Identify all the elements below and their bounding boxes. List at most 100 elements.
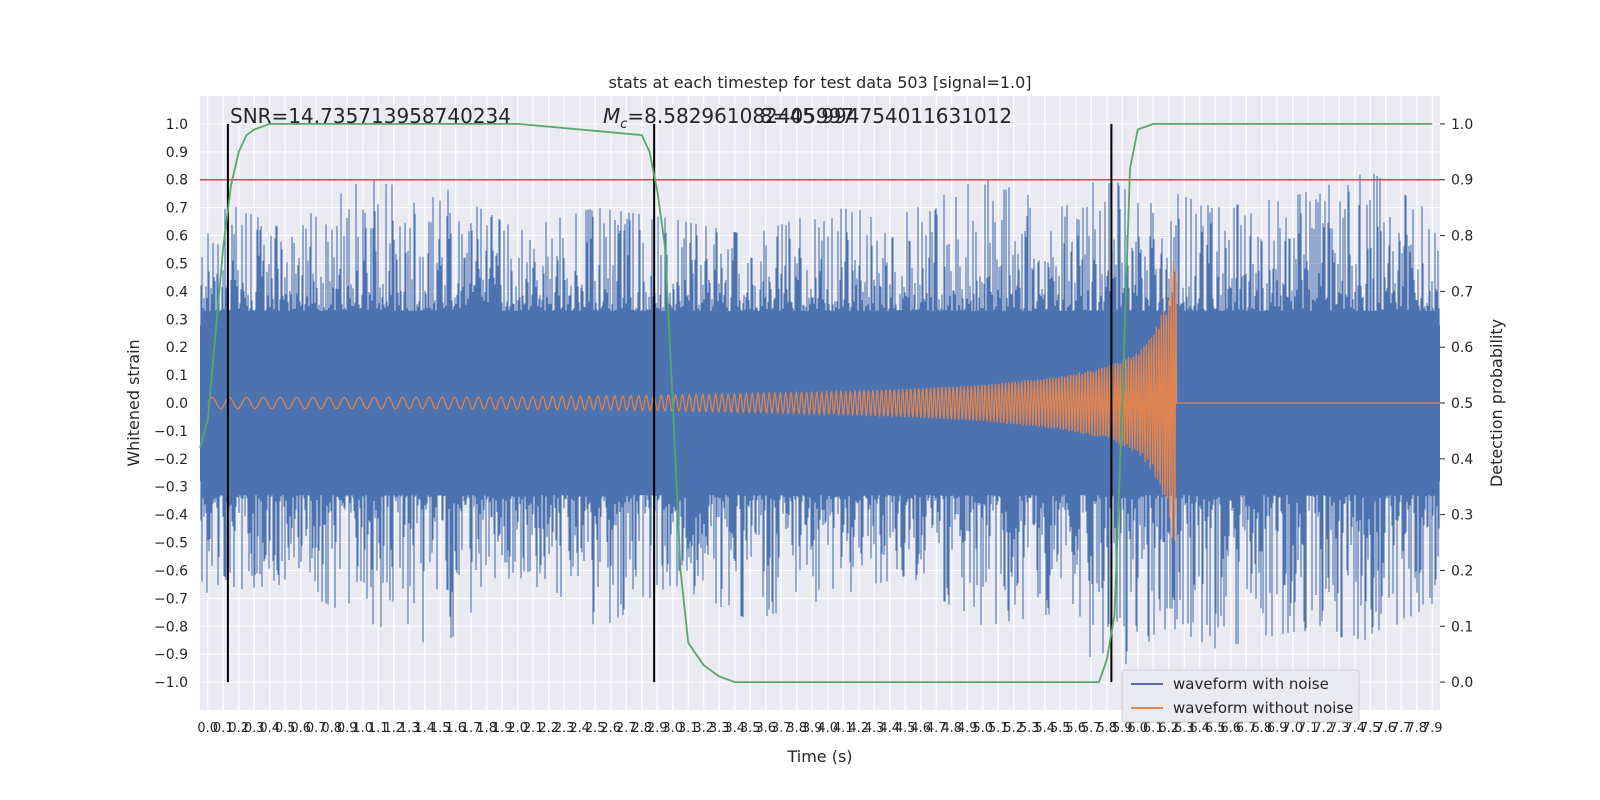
y-tick-label: 0.6	[166, 229, 188, 245]
x-tick-label: 3.6	[755, 721, 776, 736]
x-tick-label: 7.6	[1375, 721, 1396, 736]
x-tick-label: 1.0	[352, 721, 373, 736]
x-tick-label: 1.2	[383, 721, 404, 736]
y-tick-label: −1.0	[154, 675, 188, 691]
x-tick-label: 7.8	[1406, 721, 1427, 736]
x-tick-label: 2.1	[523, 721, 544, 736]
y2-axis-label: Detection probability	[1487, 319, 1506, 487]
x-tick-label: 0.7	[306, 721, 327, 736]
x-tick-label: 5.2	[1003, 721, 1024, 736]
x-tick-label: 1.6	[445, 721, 466, 736]
x-tick-label: 5.6	[1065, 721, 1086, 736]
clean-waveform	[207, 261, 1440, 541]
x-tick-label: 4.3	[864, 721, 885, 736]
chirp-mass-annotation: Mc=8.582961082405997	[603, 104, 854, 132]
y-axis-label: Whitened strain	[124, 339, 143, 466]
x-tick-label: 3.8	[786, 721, 807, 736]
probability-series	[199, 123, 1433, 683]
y-tick-label: 0.8	[166, 173, 188, 189]
x-tick-label: 0.2	[228, 721, 249, 736]
y-tick-label: −0.4	[154, 508, 188, 524]
x-tick-label: 3.0	[662, 721, 683, 736]
x-tick-label: 1.8	[476, 721, 497, 736]
overlap-annotation: 8=45.994754011631012	[760, 104, 1012, 128]
x-tick-label: 1.3	[399, 721, 420, 736]
y-tick-label: −0.2	[154, 452, 188, 468]
y2-tick-label: 0.7	[1451, 284, 1473, 300]
x-tick-label: 6.1	[1143, 721, 1164, 736]
x-tick-label: 5.7	[1081, 721, 1102, 736]
x-tick-label: 2.8	[631, 721, 652, 736]
x-tick-label: 7.4	[1344, 721, 1365, 736]
x-tick-label: 7.2	[1313, 721, 1334, 736]
y2-tick-label: 0.3	[1451, 508, 1473, 524]
x-tick-label: 6.0	[1127, 721, 1148, 736]
legend-box	[1121, 669, 1360, 723]
x-tick-label: 2.2	[538, 721, 559, 736]
y-tick-label: 0.9	[166, 145, 188, 161]
x-tick-label: 6.8	[1251, 721, 1272, 736]
x-tick-label: 2.7	[616, 721, 637, 736]
y2-tick-label: 1.0	[1451, 117, 1473, 133]
y-tick-label: −0.6	[154, 563, 188, 579]
y-tick-label: −0.3	[154, 480, 188, 496]
x-tick-label: 0.4	[259, 721, 280, 736]
x-tick-label: 6.2	[1158, 721, 1179, 736]
y-tick-label: −0.1	[154, 424, 188, 440]
x-tick-label: 4.2	[848, 721, 869, 736]
x-tick-label: 3.2	[693, 721, 714, 736]
y2-tick-label: 0.2	[1451, 563, 1473, 579]
x-tick-label: 4.9	[957, 721, 978, 736]
x-tick-label: 1.4	[414, 721, 435, 736]
y2-tick-label: 0.8	[1451, 229, 1473, 245]
x-tick-label: 4.0	[817, 721, 838, 736]
x-tick-label: 6.7	[1236, 721, 1257, 736]
x-tick-label: 7.3	[1329, 721, 1350, 736]
x-tick-label: 4.1	[833, 721, 854, 736]
x-tick-label: 2.5	[585, 721, 606, 736]
x-tick-label: 7.7	[1391, 721, 1412, 736]
x-tick-label: 1.1	[368, 721, 389, 736]
x-tick-label: 3.9	[802, 721, 823, 736]
x-axis-label: Time (s)	[786, 747, 852, 766]
x-tick-label: 4.4	[879, 721, 900, 736]
x-tick-label: 5.5	[1050, 721, 1071, 736]
x-tick-label: 2.0	[507, 721, 528, 736]
y-tick-label: 0.7	[166, 201, 188, 217]
legend: waveform with noise waveform without noi…	[1121, 669, 1360, 723]
x-tick-label: 0.8	[321, 721, 342, 736]
x-tick-label: 6.5	[1205, 721, 1226, 736]
chirp-mass-value: =8.582961082405997	[627, 104, 854, 128]
x-tick-label: 0.1	[213, 721, 234, 736]
x-tick-label: 5.9	[1112, 721, 1133, 736]
x-tick-label: 3.7	[771, 721, 792, 736]
x-tick-label: 0.6	[290, 721, 311, 736]
y-tick-label: −0.8	[154, 619, 188, 635]
y-tick-label: 0.1	[166, 368, 188, 384]
x-tick-label: 5.3	[1019, 721, 1040, 736]
y-tick-label: 0.0	[166, 396, 188, 412]
y-tick-label: −0.9	[154, 647, 188, 663]
y2-tick-label: 0.9	[1451, 173, 1473, 189]
x-tick-label: 7.1	[1298, 721, 1319, 736]
tick-labels: 0.00.10.20.30.40.50.60.70.80.91.01.11.21…	[154, 117, 1473, 736]
chart-title: stats at each timestep for test data 503…	[608, 73, 1031, 92]
x-tick-label: 0.5	[275, 721, 296, 736]
y-tick-label: 0.4	[166, 284, 188, 300]
legend-label-noisy: waveform with noise	[1173, 675, 1329, 693]
x-tick-label: 3.1	[678, 721, 699, 736]
y-tick-label: 1.0	[166, 117, 188, 133]
x-tick-label: 6.4	[1189, 721, 1210, 736]
y-tick-label: 0.3	[166, 312, 188, 328]
y2-tick-label: 0.6	[1451, 340, 1473, 356]
x-tick-label: 1.5	[430, 721, 451, 736]
y2-tick-label: 0.1	[1451, 619, 1473, 635]
detection-probability-line	[199, 123, 1433, 683]
x-tick-label: 3.3	[709, 721, 730, 736]
x-tick-label: 5.0	[972, 721, 993, 736]
x-tick-label: 2.3	[554, 721, 575, 736]
x-tick-label: 2.9	[647, 721, 668, 736]
y2-tick-label: 0.5	[1451, 396, 1473, 412]
y-tick-label: −0.5	[154, 536, 188, 552]
